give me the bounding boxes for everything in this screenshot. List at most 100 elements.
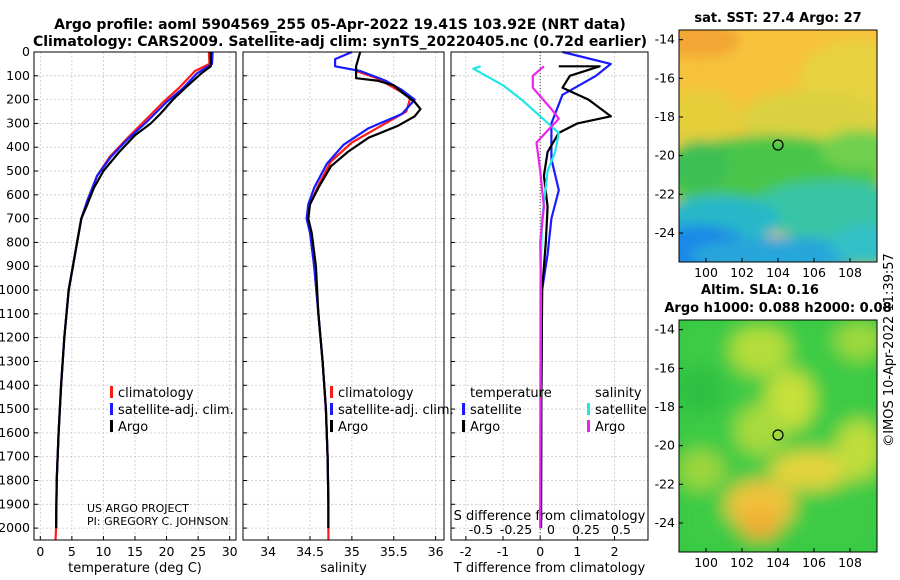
legend-label-climatology: climatology <box>338 386 414 401</box>
sst-map-title: sat. SST: 27.4 Argo: 27 <box>694 11 861 26</box>
depth-tick-label: 2000 <box>0 520 30 535</box>
x-tick-label: 20 <box>159 544 175 559</box>
map-y-tick-label: -22 <box>655 186 675 201</box>
diff-legend-sal-argo: Argo <box>595 420 625 435</box>
s-diff-tick-label: 0 <box>547 522 555 537</box>
legend-swatch-sal-satellite <box>587 403 590 415</box>
series-line-argo <box>55 52 212 529</box>
map-y-tick-label: -16 <box>655 70 675 85</box>
depth-tick-label: 500 <box>6 163 30 178</box>
legend-swatch-sal-argo <box>587 420 590 432</box>
map-y-tick-label: -14 <box>655 32 675 47</box>
series-line-climatology <box>306 69 412 540</box>
depth-tick-label: 1000 <box>0 282 30 297</box>
x-tick-label: 0 <box>36 544 44 559</box>
map-y-tick-label: -16 <box>655 360 675 375</box>
salinity-legend: climatology satellite-adj. clim. Argo <box>330 386 454 435</box>
legend-label-climatology: climatology <box>118 386 194 401</box>
sla-map: Altim. SLA: 0.16 Argo h1000: 0.088 h2000… <box>655 283 892 570</box>
depth-tick-label: 1100 <box>0 306 30 321</box>
map-x-tick-label: 104 <box>766 555 790 570</box>
x-tick-label: 34 <box>260 544 276 559</box>
map-x-tick-label: 102 <box>730 555 754 570</box>
header-line1: Argo profile: aoml 5904569_255 05-Apr-20… <box>54 17 626 33</box>
diff-legend-sal-title: salinity <box>595 386 642 401</box>
x-tick-label: 35 <box>344 544 360 559</box>
depth-tick-label: 100 <box>6 68 30 83</box>
temperature-panel: 0100200300400500600700800900100011001200… <box>0 44 238 576</box>
diff-legend-temp-satellite: satellite <box>470 403 522 418</box>
depth-tick-label: 900 <box>6 258 30 273</box>
depth-tick-label: 1600 <box>0 425 30 440</box>
map-y-tick-label: -22 <box>655 476 675 491</box>
map-x-tick-label: 102 <box>730 265 754 280</box>
depth-tick-label: 300 <box>6 115 30 130</box>
x-tick-label: 10 <box>95 544 111 559</box>
depth-tick-label: 400 <box>6 139 30 154</box>
depth-tick-label: 1300 <box>0 353 30 368</box>
plot-frame <box>33 51 237 541</box>
x-axis-label: T difference from climatology <box>453 561 646 576</box>
x-tick-label: 36 <box>428 544 444 559</box>
s-diff-tick-label: -0.5 <box>469 522 493 537</box>
s-diff-tick-label: 0.25 <box>572 522 600 537</box>
legend-label-argo: Argo <box>338 420 368 435</box>
legend-swatch-argo <box>330 420 333 432</box>
header-line2: Climatology: CARS2009. Satellite-adj cli… <box>33 34 647 50</box>
legend-swatch-argo <box>110 420 113 432</box>
diff-legend-sal-satellite: satellite <box>595 403 647 418</box>
diff-legend-temp-title: temperature <box>470 386 552 401</box>
map-x-tick-label: 108 <box>838 265 862 280</box>
x-tick-label: 15 <box>127 544 143 559</box>
salinity-panel: 34 34.5 35 35.5 36 salinity <box>242 50 445 576</box>
series-line-salinity-argo <box>531 65 560 529</box>
plot-frame <box>450 51 649 541</box>
depth-tick-label: 700 <box>6 211 30 226</box>
series-line-salinity-satellite <box>472 65 560 529</box>
x-tick-label: 0 <box>536 544 544 559</box>
map-y-tick-label: -18 <box>655 399 675 414</box>
x-axis-label: temperature (deg C) <box>68 561 202 576</box>
series-line-climatology <box>54 51 211 541</box>
diff-legend-salinity: salinity satellite Argo <box>587 386 647 435</box>
depth-tick-label: 1400 <box>0 377 30 392</box>
depth-tick-label: 800 <box>6 234 30 249</box>
diff-legend-temperature: temperature satellite Argo <box>462 386 552 435</box>
difference-panel: -2 -1 0 1 2 -0.5 -0.25 0 0.25 0.5S difference fro… <box>450 50 649 576</box>
legend-label-satellite: satellite-adj. clim. <box>338 403 454 418</box>
map-y-tick-label: -20 <box>655 438 675 453</box>
map-y-tick-label: -14 <box>655 322 675 337</box>
legend-swatch-satellite <box>330 403 333 415</box>
argo-location-marker <box>772 429 784 441</box>
diff-legend-temp-argo: Argo <box>470 420 500 435</box>
x-tick-label: 34.5 <box>296 544 324 559</box>
x-tick-label: 25 <box>190 544 206 559</box>
argo-location-marker <box>772 139 784 151</box>
s-diff-tick-label: 0.5 <box>611 522 631 537</box>
map-y-tick-label: -24 <box>655 225 675 240</box>
map-x-tick-label: 100 <box>694 555 718 570</box>
legend-swatch-satellite <box>110 403 113 415</box>
map-x-tick-label: 104 <box>766 265 790 280</box>
x-tick-label: 30 <box>222 544 238 559</box>
map-x-tick-label: 106 <box>802 555 826 570</box>
x-tick-label: -1 <box>497 544 509 559</box>
pi-credit: PI: GREGORY C. JOHNSON <box>87 515 228 528</box>
depth-tick-label: 1700 <box>0 449 30 464</box>
depth-tick-label: 600 <box>6 187 30 202</box>
map-x-tick-label: 108 <box>838 555 862 570</box>
legend-swatch-temp-argo <box>462 420 465 432</box>
temperature-legend: climatology satellite-adj. clim. Argo <box>110 386 234 435</box>
x-tick-label: 35.5 <box>380 544 408 559</box>
s-diff-axis-label: S difference from climatology <box>454 509 646 524</box>
depth-tick-label: 200 <box>6 92 30 107</box>
legend-swatch-climatology <box>330 386 333 398</box>
sla-map-title2: Argo h1000: 0.088 h2000: 0.08 <box>664 301 891 316</box>
map-y-tick-label: -24 <box>655 515 675 530</box>
depth-tick-label: 1900 <box>0 496 30 511</box>
depth-tick-label: 1500 <box>0 401 30 416</box>
imos-credit: ©IMOS 10-Apr-2022 11:39:57 <box>882 253 897 447</box>
depth-tick-label: 0 <box>22 44 30 59</box>
map-y-tick-label: -20 <box>655 148 675 163</box>
